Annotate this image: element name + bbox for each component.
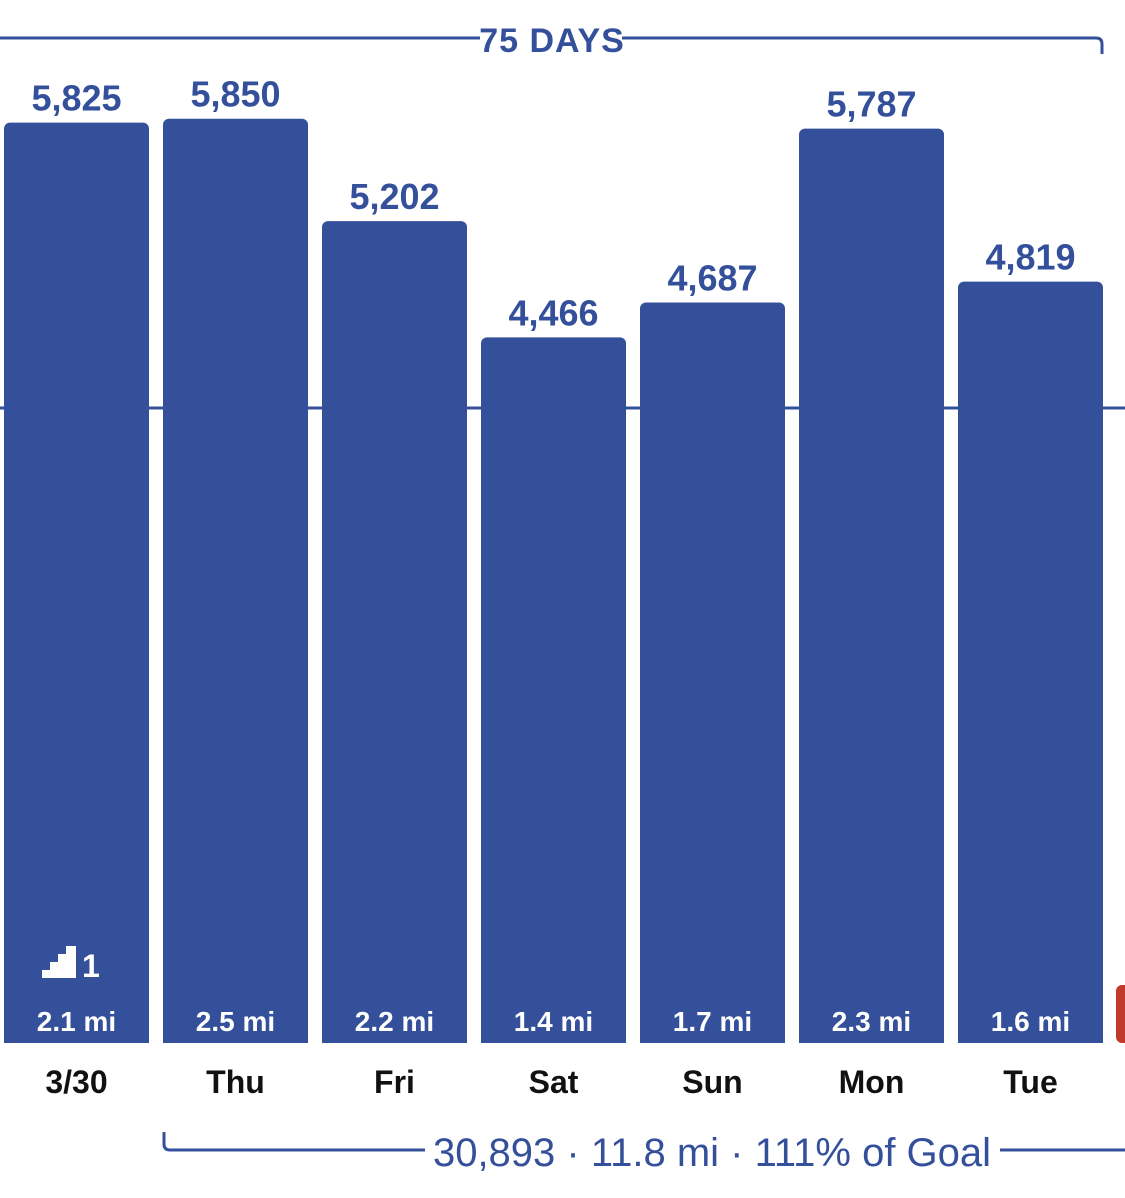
bar-fri[interactable] (322, 221, 467, 1044)
bar-miles-label: 2.1 mi (37, 1006, 116, 1037)
bar-miles-label: 2.3 mi (832, 1006, 911, 1037)
bar-value-label: 5,825 (31, 78, 121, 119)
bars-group: 5,825 2.1 mi 5,850 2.5 mi 5,202 2.2 mi 4,466 1.… (4, 74, 1103, 1044)
bar-thu[interactable] (163, 118, 308, 1043)
floors-badge: 1 (42, 946, 100, 984)
bar-base (799, 1037, 944, 1043)
stairs-icon (42, 946, 76, 978)
bar-3-30[interactable] (4, 122, 149, 1043)
bar-tue[interactable] (958, 281, 1103, 1043)
bar-mon[interactable] (799, 128, 944, 1044)
today-partial-bar[interactable] (1116, 985, 1125, 1043)
bar-base (4, 1037, 149, 1043)
day-label: Sun (682, 1064, 742, 1100)
day-label: Tue (1003, 1064, 1058, 1100)
bar-miles-label: 2.2 mi (355, 1006, 434, 1037)
bar-value-label: 4,819 (985, 237, 1075, 278)
bar-value-label: 5,787 (826, 84, 916, 125)
streak-bracket (0, 36, 1104, 54)
day-label: Sat (529, 1064, 579, 1100)
bar-sun[interactable] (640, 302, 785, 1044)
weekly-summary: 30,893 · 11.8 mi · 111% of Goal (433, 1131, 991, 1175)
bar-miles-label: 2.5 mi (196, 1006, 275, 1037)
day-label: 3/30 (45, 1064, 107, 1100)
bar-base (163, 1037, 308, 1043)
bar-base (958, 1037, 1103, 1043)
bar-miles-label: 1.4 mi (514, 1006, 593, 1037)
bar-value-label: 4,687 (667, 257, 757, 298)
bar-base (481, 1037, 626, 1043)
bar-base (322, 1037, 467, 1043)
bar-sat[interactable] (481, 337, 626, 1043)
day-label: Thu (206, 1064, 265, 1100)
day-label: Fri (374, 1064, 415, 1100)
bar-miles-label: 1.6 mi (991, 1006, 1070, 1037)
day-label: Mon (839, 1064, 905, 1100)
bar-value-label: 4,466 (508, 292, 598, 333)
bar-value-label: 5,850 (190, 74, 280, 115)
day-labels: 3/30 Thu Fri Sat Sun Mon Tue (45, 1064, 1057, 1100)
streak-label: 75 DAYS (479, 22, 625, 60)
bar-base (640, 1037, 785, 1043)
summary-bracket (162, 1132, 1125, 1152)
floors-count: 1 (82, 948, 100, 984)
bar-miles-label: 1.7 mi (673, 1006, 752, 1037)
bar-value-label: 5,202 (349, 176, 439, 217)
